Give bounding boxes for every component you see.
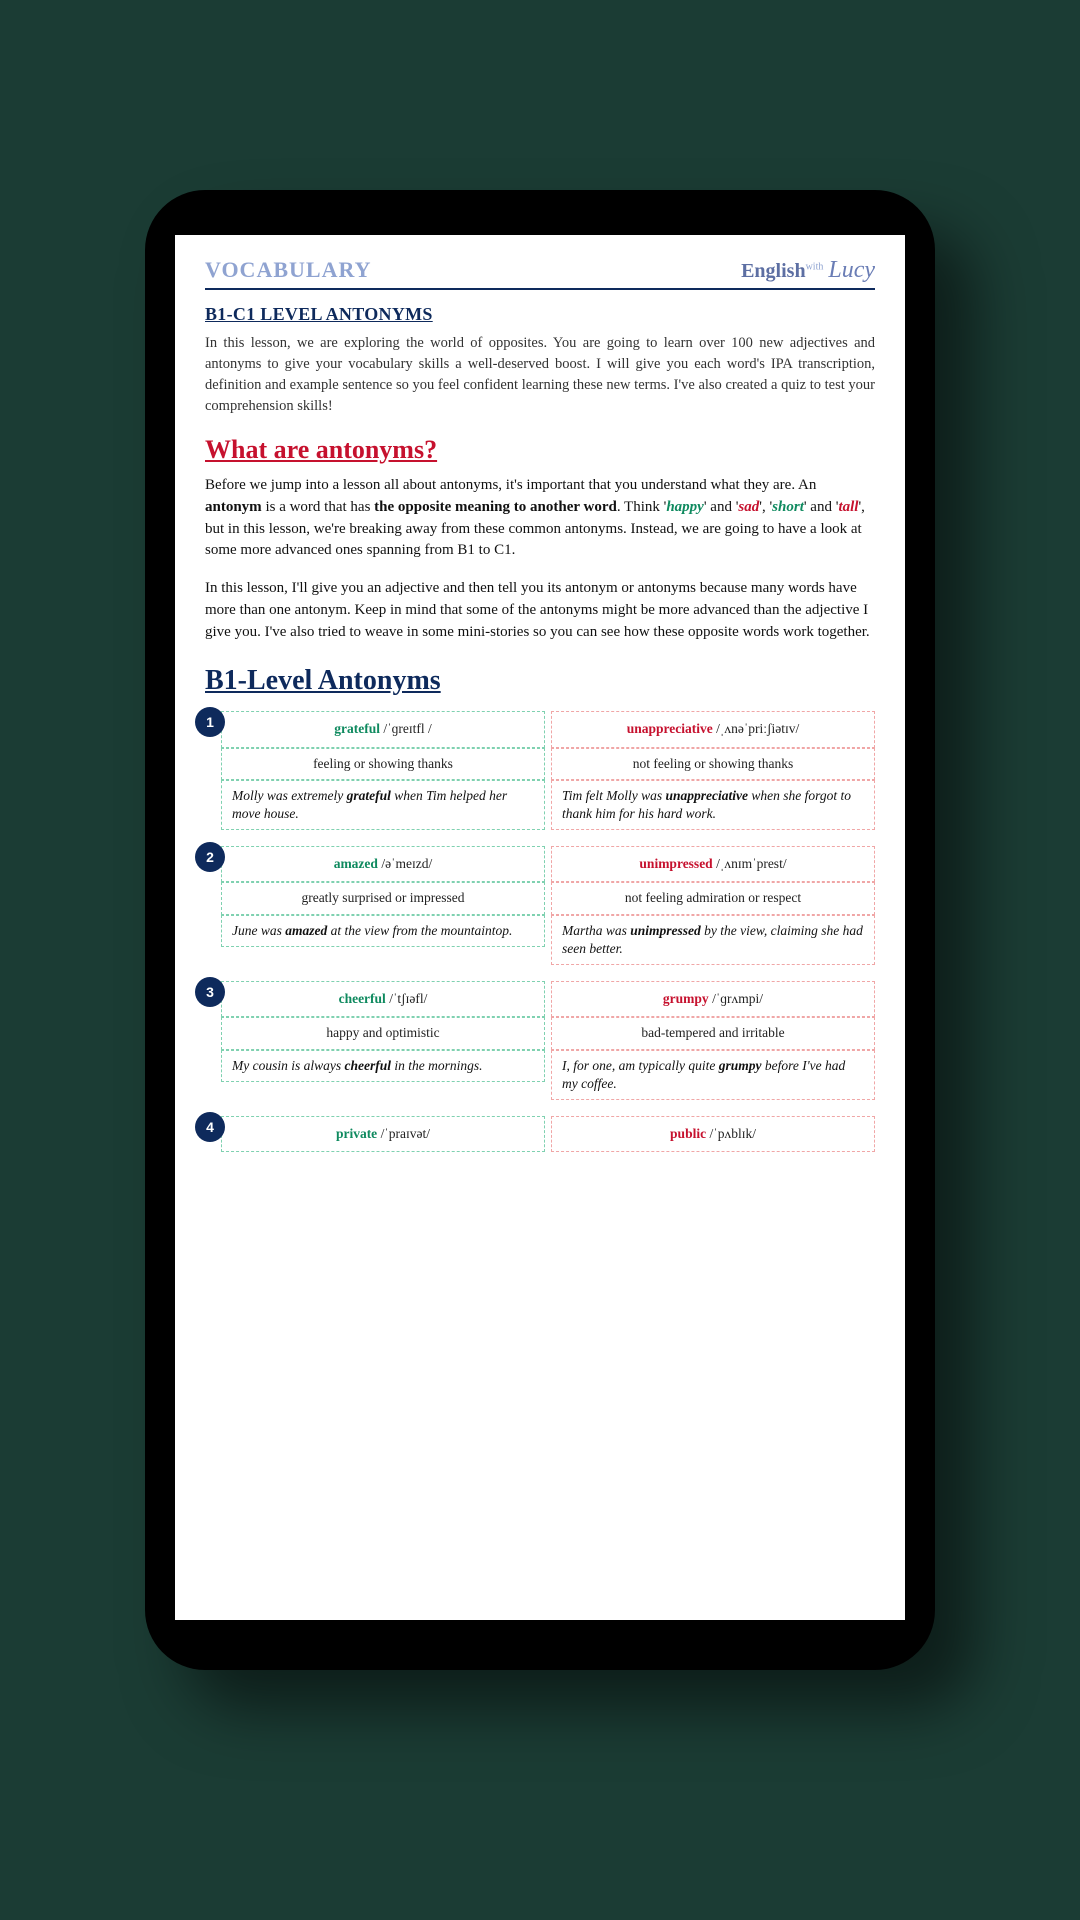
word-right: grumpy — [663, 991, 709, 1006]
ex-right-b: grumpy — [719, 1058, 762, 1073]
entry-example: Molly was extremely grateful when Tim he… — [221, 780, 875, 830]
device-frame: VOCABULARY Englishwith Lucy B1-C1 LEVEL … — [145, 190, 935, 1670]
header-title: VOCABULARY — [205, 257, 371, 283]
word-left: private — [336, 1126, 377, 1141]
entry-example: My cousin is always cheerful in the morn… — [221, 1050, 875, 1100]
word-left: amazed — [334, 856, 378, 871]
ex-right-a: Tim felt Molly was — [562, 788, 666, 803]
intro-text: In this lesson, we are exploring the wor… — [205, 333, 875, 417]
ipa-left: /ˈtʃɪəfl/ — [386, 991, 428, 1006]
p1-d: the opposite meaning to another word — [374, 499, 617, 515]
word-left: cheerful — [339, 991, 386, 1006]
entry: 2 amazed /əˈmeɪzd/ unimpressed /ˌʌnɪmˈpr… — [199, 846, 875, 965]
entry-head: grateful /ˈɡreɪtfl / unappreciative /ˌʌn… — [221, 711, 875, 747]
word-right: unimpressed — [639, 856, 712, 871]
ipa-left: /əˈmeɪzd/ — [378, 856, 432, 871]
word-left: grateful — [334, 721, 380, 736]
ipa-right: /ˌʌnɪmˈprest/ — [713, 856, 787, 871]
entry: 3 cheerful /ˈtʃɪəfl/ grumpy /ˈɡrʌmpi/ ha… — [199, 981, 875, 1100]
brand-with: with — [806, 261, 824, 272]
entry-head: cheerful /ˈtʃɪəfl/ grumpy /ˈɡrʌmpi/ — [221, 981, 875, 1017]
entry-example: June was amazed at the view from the mou… — [221, 915, 875, 965]
def-left: greatly surprised or impressed — [221, 882, 545, 914]
def-right: not feeling or showing thanks — [551, 748, 875, 780]
ipa-left: /ˈɡreɪtfl / — [380, 721, 432, 736]
entry-number-badge: 2 — [195, 842, 225, 872]
screen: VOCABULARY Englishwith Lucy B1-C1 LEVEL … — [175, 235, 905, 1620]
brand-name: Lucy — [828, 257, 875, 283]
ex-left-b: grateful — [347, 788, 391, 803]
entry: 1 grateful /ˈɡreɪtfl / unappreciative /ˌ… — [199, 711, 875, 830]
entry-head: private /ˈpraɪvət/ public /ˈpʌblɪk/ — [221, 1116, 875, 1152]
p1-c: is a word that has — [262, 499, 374, 515]
p1-h: ' and ' — [804, 499, 839, 515]
ipa-right: /ˈpʌblɪk/ — [706, 1126, 756, 1141]
ex-left-c: in the mornings. — [391, 1058, 483, 1073]
ipa-right: /ˌʌnəˈpriːʃiətɪv/ — [713, 721, 800, 736]
p1-g: ', ' — [759, 499, 772, 515]
entry-def: greatly surprised or impressed not feeli… — [221, 882, 875, 914]
word-right: public — [670, 1126, 706, 1141]
ex-right-a: I, for one, am typically quite — [562, 1058, 719, 1073]
entry-def: happy and optimistic bad-tempered and ir… — [221, 1017, 875, 1049]
ex-right-b: unappreciative — [666, 788, 749, 803]
p1-a: Before we jump into a lesson all about a… — [205, 477, 816, 493]
p1-e: . Think ' — [617, 499, 667, 515]
ipa-left: /ˈpraɪvət/ — [377, 1126, 430, 1141]
p1-sad: sad — [738, 499, 759, 515]
ex-left-b: cheerful — [345, 1058, 392, 1073]
p1-b: antonym — [205, 499, 262, 515]
document: VOCABULARY Englishwith Lucy B1-C1 LEVEL … — [175, 235, 905, 1152]
page-title: B1-C1 LEVEL ANTONYMS — [205, 304, 875, 325]
ipa-right: /ˈɡrʌmpi/ — [709, 991, 763, 1006]
entry-number-badge: 3 — [195, 977, 225, 1007]
p1-happy: happy — [666, 499, 704, 515]
p1-f: ' and ' — [704, 499, 739, 515]
paragraph-2: In this lesson, I'll give you an adjecti… — [205, 578, 875, 643]
ex-left-a: Molly was extremely — [232, 788, 347, 803]
entry-number-badge: 4 — [195, 1112, 225, 1142]
ex-left-c: at the view from the mountaintop. — [327, 923, 512, 938]
entries: 1 grateful /ˈɡreɪtfl / unappreciative /ˌ… — [199, 711, 875, 1152]
def-right: bad-tempered and irritable — [551, 1017, 875, 1049]
def-right: not feeling admiration or respect — [551, 882, 875, 914]
brand-logo: Englishwith Lucy — [741, 257, 875, 284]
ex-right-a: Martha was — [562, 923, 630, 938]
word-right: unappreciative — [627, 721, 713, 736]
doc-header: VOCABULARY Englishwith Lucy — [205, 257, 875, 290]
section-heading-what: What are antonyms? — [205, 435, 875, 465]
ex-left-b: amazed — [285, 923, 327, 938]
def-left: happy and optimistic — [221, 1017, 545, 1049]
brand-main: English — [741, 260, 805, 282]
ex-left-a: My cousin is always — [232, 1058, 345, 1073]
def-left: feeling or showing thanks — [221, 748, 545, 780]
entry: 4 private /ˈpraɪvət/ public /ˈpʌblɪk/ — [199, 1116, 875, 1152]
entry-def: feeling or showing thanks not feeling or… — [221, 748, 875, 780]
p1-short: short — [772, 499, 804, 515]
p1-tall: tall — [838, 499, 858, 515]
paragraph-1: Before we jump into a lesson all about a… — [205, 475, 875, 562]
ex-right-b: unimpressed — [630, 923, 701, 938]
section-heading-b1: B1-Level Antonyms — [205, 665, 875, 697]
entry-head: amazed /əˈmeɪzd/ unimpressed /ˌʌnɪmˈpres… — [221, 846, 875, 882]
ex-left-a: June was — [232, 923, 285, 938]
